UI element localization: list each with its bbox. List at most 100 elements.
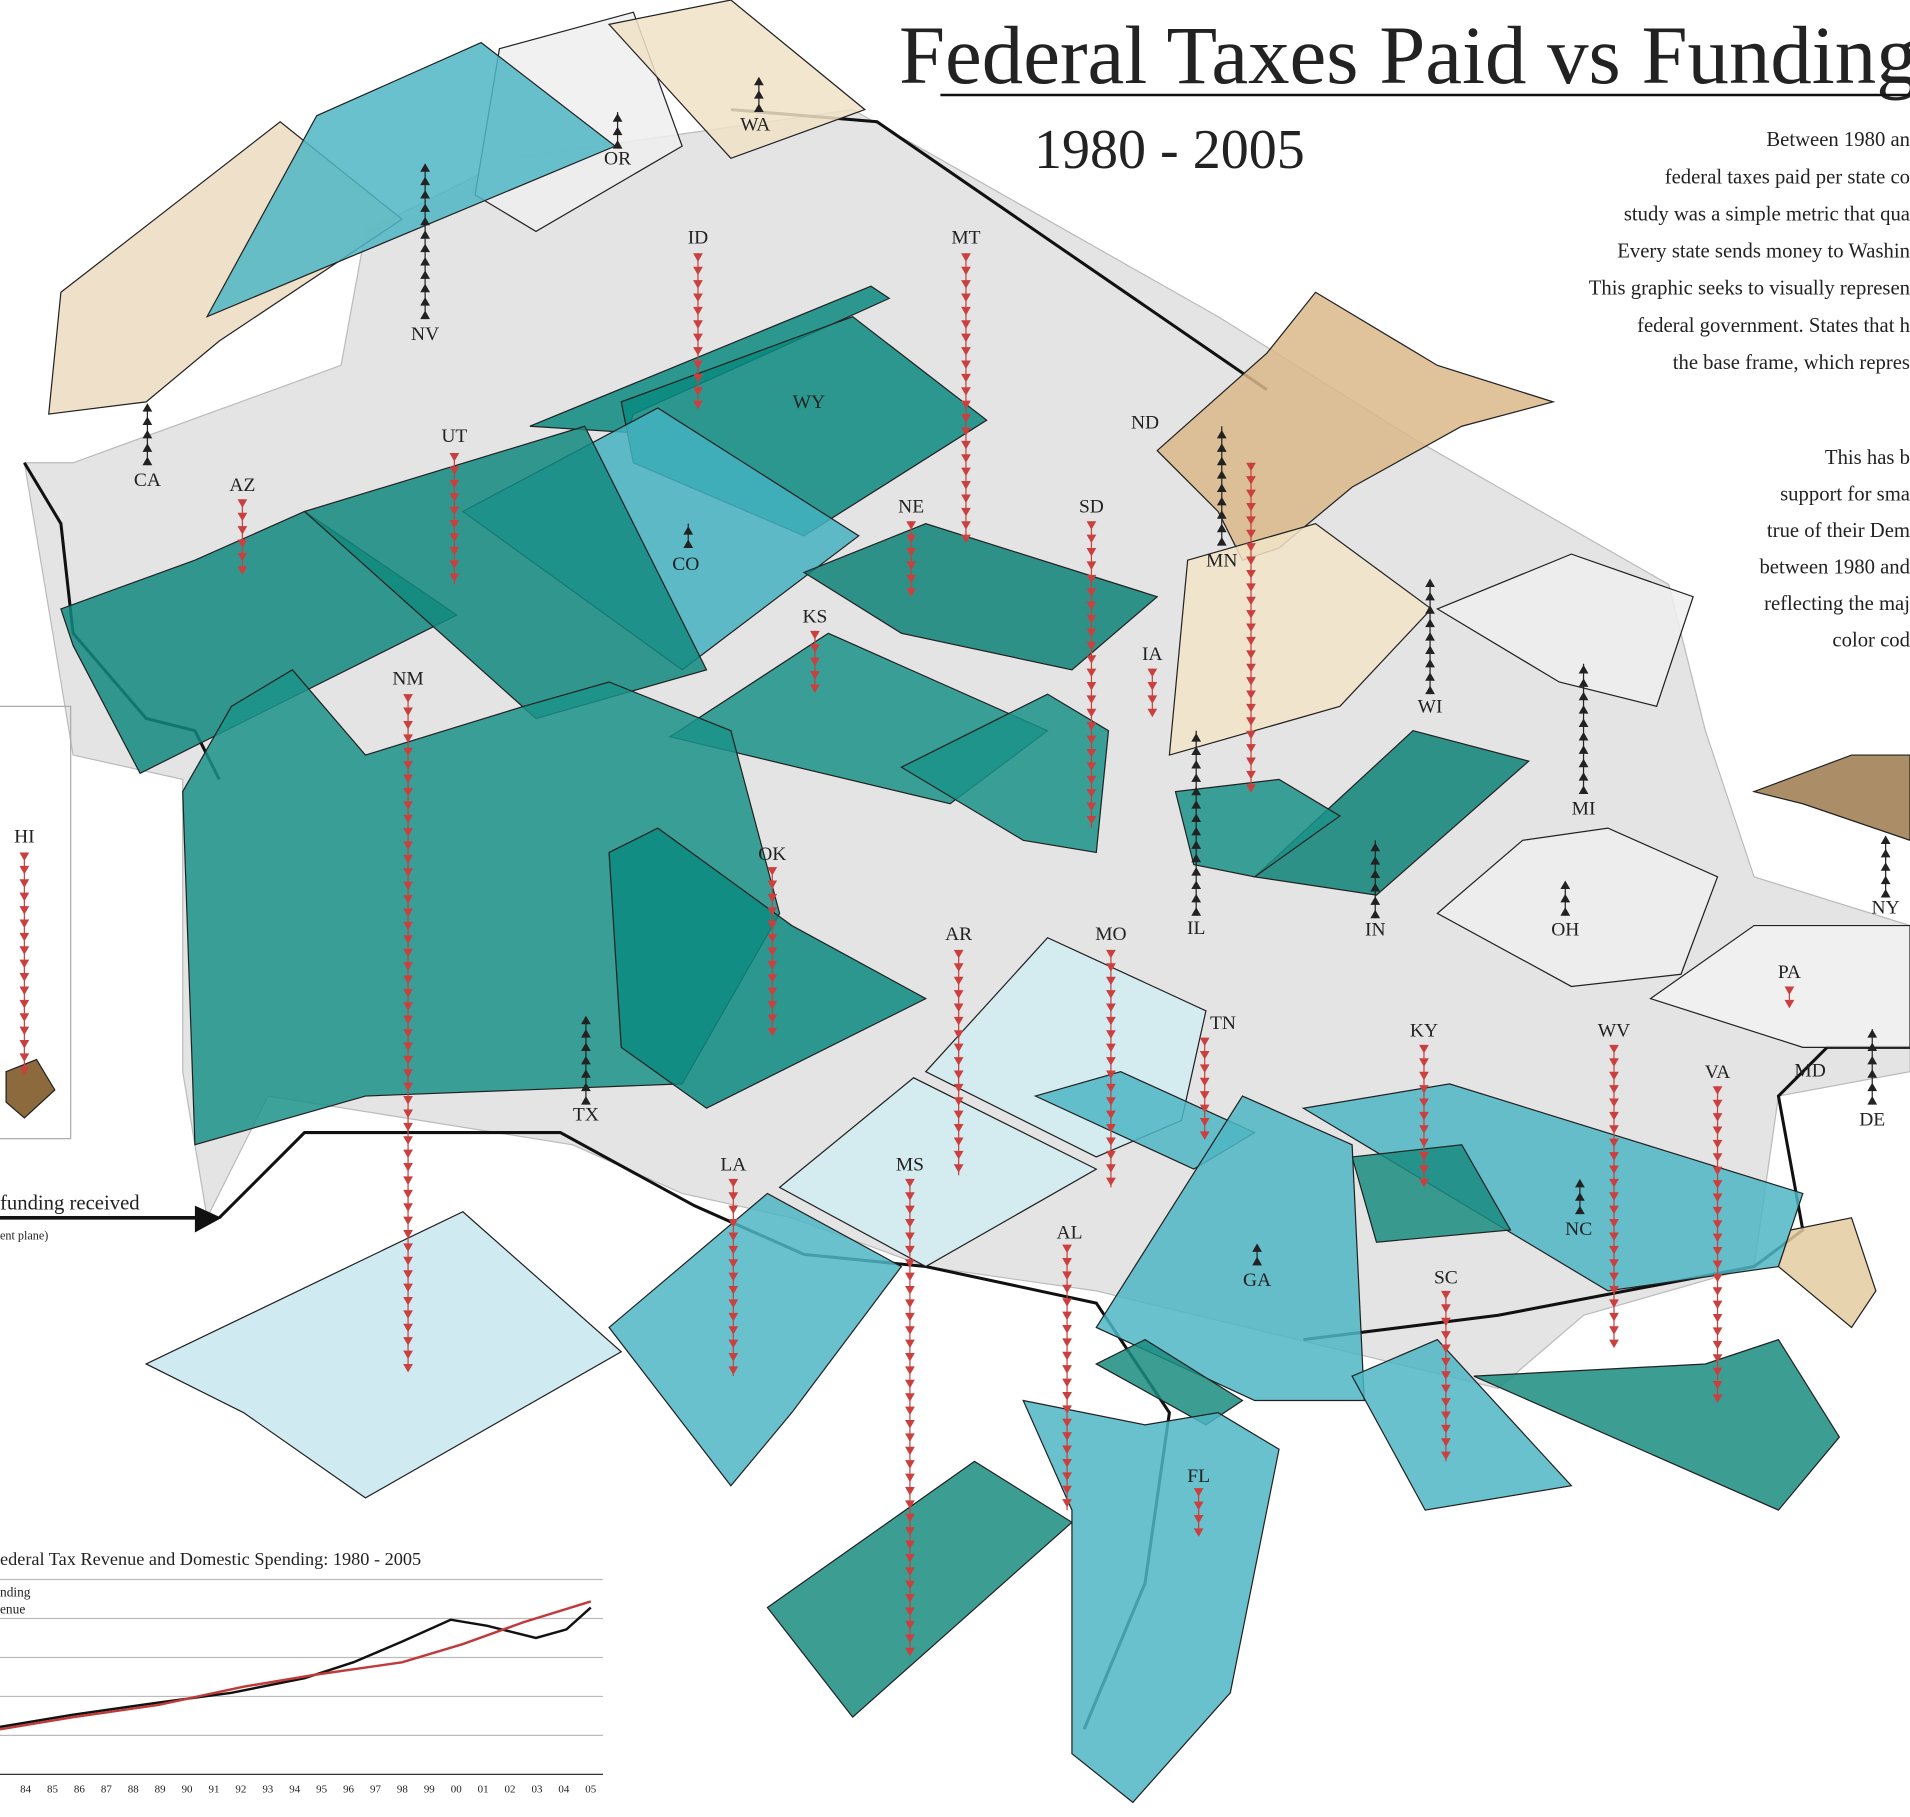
state-label: TX — [573, 1104, 599, 1125]
state-label: NV — [411, 324, 439, 345]
state-label: NY — [1872, 897, 1900, 918]
arrow-chevrons — [1425, 578, 1435, 695]
state-label: CO — [672, 554, 699, 575]
x-tick-label: 91 — [209, 1784, 220, 1796]
x-tick-label: 96 — [343, 1784, 354, 1796]
inset-frame — [0, 705, 72, 1140]
state-plane — [1174, 778, 1342, 878]
state-label: PA — [1778, 962, 1801, 983]
legend-label: funding received — [0, 1192, 140, 1214]
arrow-chevrons — [728, 1178, 739, 1375]
state-plane — [1777, 1217, 1877, 1329]
arrow-chevrons — [1575, 1178, 1585, 1215]
state-label: IA — [1142, 644, 1163, 665]
x-tick-label: 89 — [155, 1784, 166, 1796]
state-planes — [48, 0, 1910, 1804]
state-plane — [1351, 1338, 1573, 1511]
arrow-chevrons — [237, 499, 248, 575]
arrow-chevrons — [1609, 1044, 1619, 1349]
x-tick-label: 02 — [505, 1784, 516, 1796]
arrow-chevrons — [1086, 521, 1097, 825]
arrow-chevrons — [1216, 429, 1227, 546]
arrow-chevrons — [1106, 949, 1116, 1187]
intro-line: Every state sends money to Washin — [1617, 241, 1910, 263]
arrow-chevrons — [612, 113, 623, 149]
arrow-chevrons — [961, 253, 971, 544]
intro-line: reflecting the maj — [1764, 593, 1910, 615]
inset-chart-title: ederal Tax Revenue and Domestic Spending… — [0, 1549, 421, 1569]
arrow-chevrons — [1370, 842, 1381, 919]
state-label: OR — [604, 148, 631, 169]
intro-line: federal government. States that h — [1637, 315, 1910, 337]
intro-line: between 1980 and — [1759, 557, 1910, 579]
arrow-chevrons — [906, 521, 917, 597]
state-label: FL — [1187, 1466, 1210, 1487]
intro-line: study was a simple metric that qua — [1624, 203, 1910, 225]
state-plane — [1752, 754, 1910, 841]
x-tick-label: 98 — [397, 1784, 408, 1796]
spending-line — [0, 1606, 592, 1729]
x-tick-label: 94 — [289, 1784, 300, 1796]
arrow-chevrons — [449, 453, 460, 583]
state-label: GA — [1243, 1270, 1271, 1291]
state-label: LA — [720, 1154, 746, 1175]
legend-arrow — [0, 1205, 222, 1233]
state-label: CA — [134, 470, 161, 491]
x-tick-label: 03 — [531, 1784, 542, 1796]
state-label: WY — [793, 392, 825, 413]
state-plane — [900, 693, 1110, 854]
state-plane — [802, 523, 1159, 671]
arrow-chevrons — [1246, 462, 1256, 793]
state-plane — [5, 1058, 56, 1119]
x-tick-label: 84 — [20, 1784, 31, 1796]
arrow-chevrons — [581, 1015, 591, 1105]
arrow-chevrons — [1191, 733, 1202, 916]
arrow-chevrons — [810, 630, 820, 693]
x-tick-label: 01 — [478, 1784, 489, 1796]
x-tick-label: 95 — [316, 1784, 327, 1796]
state-label: KS — [802, 606, 827, 627]
state-label: AR — [945, 924, 972, 945]
state-label: IN — [1365, 919, 1386, 940]
arrow-chevrons — [754, 76, 764, 113]
state-label: OH — [1551, 919, 1579, 940]
state-plane — [778, 1077, 1098, 1268]
state-plane — [1351, 1144, 1512, 1243]
state-label: ID — [688, 228, 709, 249]
intro-line: the base frame, which repres — [1673, 352, 1910, 374]
state-label: NM — [392, 668, 423, 689]
arrow-chevrons — [1252, 1243, 1262, 1266]
state-label: MN — [1206, 550, 1237, 571]
x-tick-label: 99 — [424, 1784, 435, 1796]
subtitle: 1980 - 2005 — [1034, 119, 1305, 181]
state-label: WV — [1598, 1020, 1630, 1041]
arrow-chevrons — [683, 526, 694, 549]
state-label: AL — [1057, 1223, 1083, 1244]
intro-line: support for sma — [1780, 484, 1910, 506]
arrow-chevrons — [1784, 986, 1795, 1009]
intro-line: This graphic seeks to visually represen — [1589, 278, 1910, 300]
arrow-chevrons — [403, 694, 413, 1373]
arrow-chevrons — [19, 852, 30, 1076]
x-tick-label: 87 — [101, 1784, 112, 1796]
state-label: SD — [1079, 497, 1104, 518]
state-plane — [608, 827, 928, 1109]
state-label: UT — [441, 426, 467, 447]
intro-line: federal taxes paid per state co — [1665, 166, 1910, 188]
state-plane — [1253, 730, 1530, 896]
state-label: MI — [1572, 799, 1596, 820]
state-plane — [1473, 1338, 1841, 1511]
state-plane — [1094, 1338, 1244, 1426]
intro-line: true of their Dem — [1767, 520, 1910, 542]
x-tick-label: 97 — [370, 1784, 381, 1796]
state-plane — [607, 0, 867, 160]
state-label: NC — [1565, 1219, 1592, 1240]
state-plane — [766, 1460, 1073, 1719]
legend-note: ent plane) — [0, 1229, 48, 1243]
arrow-chevrons — [1199, 1037, 1210, 1140]
state-plane — [1436, 827, 1719, 988]
state-plane — [1649, 924, 1910, 1048]
x-tick-label: 85 — [47, 1784, 58, 1796]
x-tick-label: 00 — [451, 1784, 462, 1796]
